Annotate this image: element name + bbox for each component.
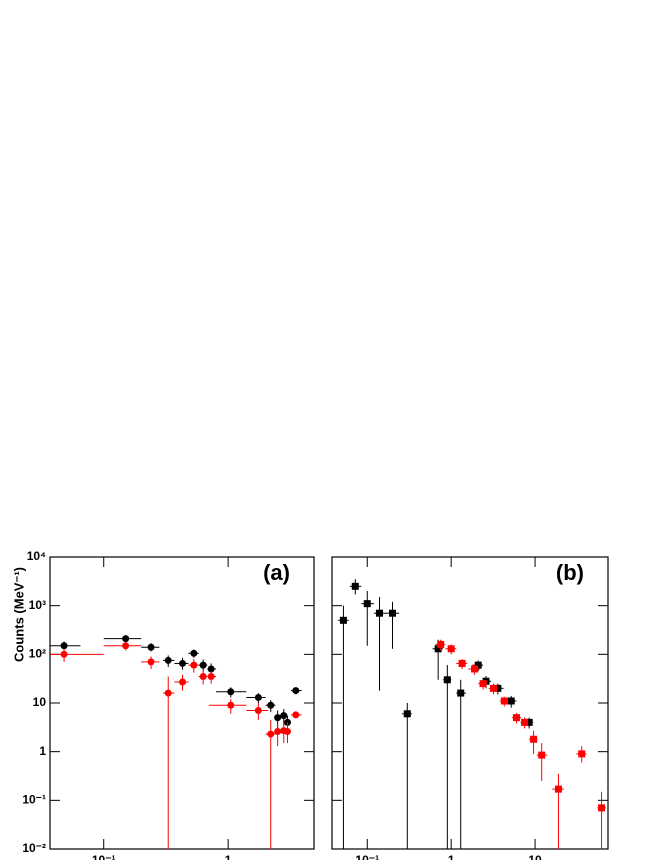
data-point — [339, 616, 347, 624]
data-point — [530, 735, 538, 743]
data-point — [474, 661, 482, 669]
data-point — [521, 718, 529, 726]
x-tick-label: 10⁻¹ — [355, 853, 379, 860]
data-point — [199, 661, 207, 669]
x-tick-label: 10⁻¹ — [92, 853, 116, 860]
plot-frame — [331, 556, 609, 850]
data-point — [179, 659, 187, 667]
data-point — [122, 635, 130, 643]
data-point — [598, 804, 606, 812]
data-point — [190, 649, 198, 657]
data-point — [207, 665, 215, 673]
data-point — [507, 697, 515, 705]
data-point — [190, 661, 198, 669]
y-axis-title: Counts (MeV⁻¹) — [11, 567, 26, 662]
y-tick-label: 10³ — [29, 598, 46, 612]
data-point — [457, 689, 465, 697]
panel-label: (b) — [556, 560, 584, 585]
data-point — [471, 665, 479, 673]
y-tick-label: 10² — [29, 647, 46, 661]
data-point — [179, 678, 187, 686]
data-point — [164, 689, 172, 697]
data-point — [389, 609, 397, 617]
data-point — [538, 751, 546, 759]
x-tick-label: 10 — [528, 853, 542, 860]
data-point — [490, 684, 498, 692]
data-point — [500, 697, 508, 705]
data-point — [122, 642, 130, 650]
data-point — [292, 687, 300, 695]
data-point — [274, 727, 282, 735]
data-point — [164, 656, 172, 664]
data-point — [292, 711, 300, 719]
y-tick-label: 10 — [33, 695, 47, 709]
data-point — [280, 712, 288, 720]
data-point — [512, 714, 520, 722]
plot-frame — [49, 556, 315, 850]
data-point — [147, 658, 155, 666]
data-point — [578, 750, 586, 758]
data-point — [363, 600, 371, 608]
data-point — [458, 659, 466, 667]
data-point — [554, 785, 562, 793]
data-point — [267, 730, 275, 738]
data-point — [525, 718, 533, 726]
y-tick-label: 10⁻¹ — [22, 793, 46, 807]
data-point — [207, 673, 215, 681]
data-point — [443, 676, 451, 684]
y-tick-label: 1 — [39, 744, 46, 758]
data-point — [147, 643, 155, 651]
data-point — [254, 693, 262, 701]
data-point — [479, 680, 487, 688]
data-point — [274, 714, 282, 722]
data-point — [447, 645, 455, 653]
data-point — [60, 642, 68, 650]
data-point — [267, 701, 275, 709]
data-point — [199, 673, 207, 681]
data-point — [437, 640, 445, 648]
data-point — [376, 609, 384, 617]
data-point — [283, 727, 291, 735]
data-point — [227, 701, 235, 709]
data-point — [60, 650, 68, 658]
data-point — [351, 582, 359, 590]
y-tick-label: 10⁻² — [22, 841, 46, 855]
data-point — [403, 710, 411, 718]
data-point — [434, 645, 442, 653]
x-tick-label: 1 — [448, 853, 455, 860]
data-point — [227, 688, 235, 696]
data-point — [254, 707, 262, 715]
x-tick-label: 1 — [225, 853, 232, 860]
panel-label: (a) — [263, 560, 290, 585]
y-tick-label: 10⁴ — [27, 549, 46, 563]
